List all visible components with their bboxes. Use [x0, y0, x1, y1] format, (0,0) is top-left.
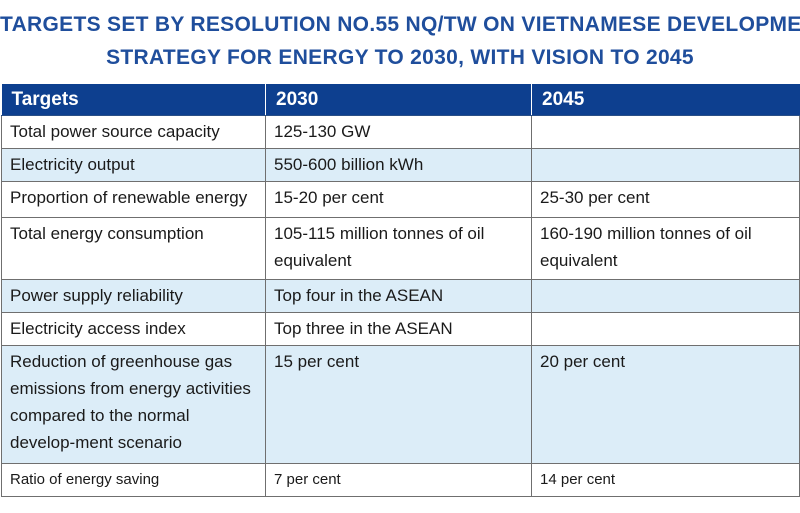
page-title: TARGETS SET BY RESOLUTION NO.55 NQ/TW ON… — [0, 0, 800, 84]
cell-2030: Top four in the ASEAN — [265, 279, 532, 313]
table-header-row: Targets 2030 2045 — [1, 84, 800, 116]
cell-target: Power supply reliability — [1, 279, 266, 313]
table-row: Total power source capacity 125-130 GW — [1, 115, 800, 149]
cell-target: Electricity output — [1, 148, 266, 182]
table-row: Proportion of renewable energy 15-20 per… — [1, 181, 800, 218]
table-row: Reduction of greenhouse gas emissions fr… — [1, 345, 800, 464]
cell-target: Reduction of greenhouse gas emissions fr… — [1, 345, 266, 464]
table-row: Power supply reliability Top four in the… — [1, 279, 800, 313]
cell-target: Total power source capacity — [1, 115, 266, 149]
cell-2045 — [531, 148, 800, 182]
table-row: Total energy consumption 105-115 million… — [1, 217, 800, 280]
cell-target: Electricity access index — [1, 312, 266, 346]
table-row: Electricity access index Top three in th… — [1, 312, 800, 346]
cell-target: Total energy consumption — [1, 217, 266, 280]
cell-2030: 125-130 GW — [265, 115, 532, 149]
title-line-2: STRATEGY FOR ENERGY TO 2030, WITH VISION… — [106, 46, 694, 69]
cell-2045: 20 per cent — [531, 345, 800, 464]
targets-table: Targets 2030 2045 Total power source cap… — [1, 84, 800, 497]
table-row: Ratio of energy saving 7 per cent 14 per… — [1, 463, 800, 497]
cell-2045: 160-190 million tonnes of oil equivalent — [531, 217, 800, 280]
title-line-1: TARGETS SET BY RESOLUTION NO.55 NQ/TW ON… — [0, 13, 800, 36]
cell-2030: Top three in the ASEAN — [265, 312, 532, 346]
cell-2045 — [531, 115, 800, 149]
header-2045: 2045 — [531, 84, 800, 116]
cell-2045 — [531, 312, 800, 346]
cell-2030: 7 per cent — [265, 463, 532, 497]
table-row: Electricity output 550-600 billion kWh — [1, 148, 800, 182]
cell-2030: 550-600 billion kWh — [265, 148, 532, 182]
cell-2045: 14 per cent — [531, 463, 800, 497]
header-targets: Targets — [1, 84, 266, 116]
cell-2030: 15 per cent — [265, 345, 532, 464]
cell-2030: 15-20 per cent — [265, 181, 532, 218]
cell-target: Proportion of renewable energy — [1, 181, 266, 218]
header-2030: 2030 — [265, 84, 532, 116]
cell-2045: 25-30 per cent — [531, 181, 800, 218]
cell-2045 — [531, 279, 800, 313]
cell-2030: 105-115 million tonnes of oil equivalent — [265, 217, 532, 280]
cell-target: Ratio of energy saving — [1, 463, 266, 497]
